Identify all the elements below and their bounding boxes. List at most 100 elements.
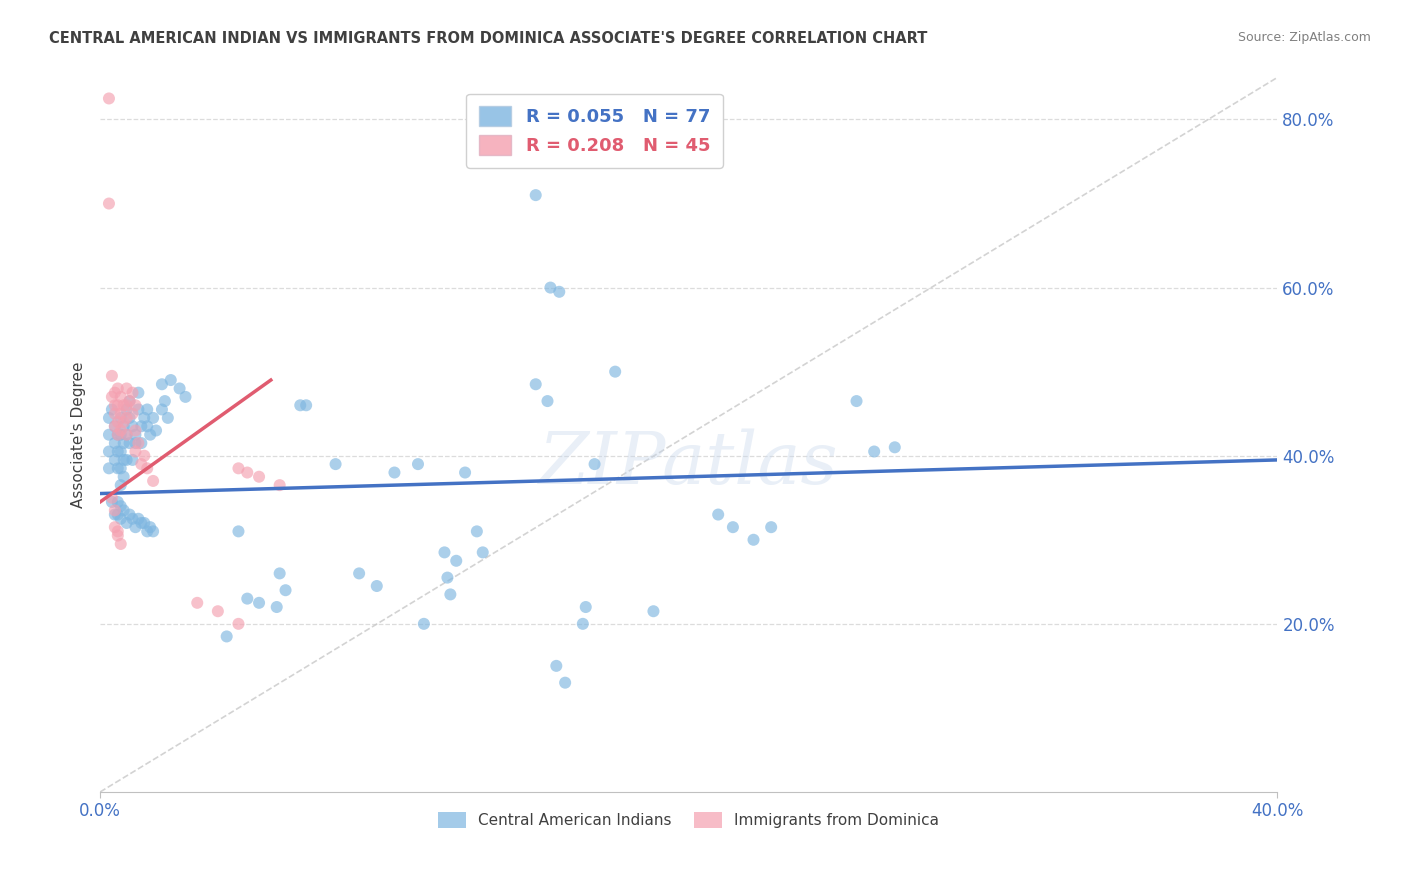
Point bbox=[295, 398, 318, 412]
Point bbox=[136, 524, 159, 539]
Point bbox=[110, 444, 132, 458]
Point bbox=[236, 466, 259, 480]
Point bbox=[131, 436, 153, 450]
Point bbox=[384, 466, 406, 480]
Point bbox=[107, 444, 129, 458]
Point bbox=[107, 398, 129, 412]
Point bbox=[236, 591, 259, 606]
Point bbox=[643, 604, 665, 618]
Point bbox=[97, 461, 120, 475]
Point bbox=[110, 424, 132, 438]
Point bbox=[439, 587, 461, 601]
Point bbox=[107, 415, 129, 429]
Point bbox=[112, 419, 135, 434]
Point bbox=[121, 385, 143, 400]
Point bbox=[112, 436, 135, 450]
Point bbox=[142, 524, 165, 539]
Point bbox=[115, 427, 138, 442]
Point bbox=[104, 508, 127, 522]
Point bbox=[112, 398, 135, 412]
Point bbox=[110, 410, 132, 425]
Point bbox=[104, 453, 127, 467]
Point bbox=[110, 390, 132, 404]
Point bbox=[742, 533, 765, 547]
Point bbox=[366, 579, 388, 593]
Point bbox=[124, 398, 146, 412]
Point bbox=[121, 419, 143, 434]
Point bbox=[118, 394, 141, 409]
Point bbox=[115, 410, 138, 425]
Point bbox=[104, 419, 127, 434]
Point bbox=[156, 410, 179, 425]
Point bbox=[142, 474, 165, 488]
Point bbox=[97, 410, 120, 425]
Point bbox=[575, 600, 598, 615]
Point bbox=[127, 402, 149, 417]
Point bbox=[124, 427, 146, 442]
Point bbox=[131, 457, 153, 471]
Point bbox=[433, 545, 456, 559]
Point bbox=[124, 520, 146, 534]
Point bbox=[115, 427, 138, 442]
Point bbox=[115, 516, 138, 530]
Point bbox=[228, 524, 250, 539]
Point bbox=[107, 495, 129, 509]
Point bbox=[139, 427, 162, 442]
Point bbox=[436, 571, 458, 585]
Point bbox=[863, 444, 886, 458]
Point bbox=[228, 461, 250, 475]
Point bbox=[104, 419, 127, 434]
Text: CENTRAL AMERICAN INDIAN VS IMMIGRANTS FROM DOMINICA ASSOCIATE'S DEGREE CORRELATI: CENTRAL AMERICAN INDIAN VS IMMIGRANTS FR… bbox=[49, 31, 928, 46]
Point bbox=[97, 91, 120, 105]
Point bbox=[115, 398, 138, 412]
Point bbox=[112, 469, 135, 483]
Point bbox=[325, 457, 347, 471]
Point bbox=[101, 495, 124, 509]
Point bbox=[139, 520, 162, 534]
Point bbox=[101, 402, 124, 417]
Point bbox=[110, 512, 132, 526]
Point bbox=[759, 520, 782, 534]
Point bbox=[107, 427, 129, 442]
Point bbox=[107, 524, 129, 539]
Point bbox=[142, 410, 165, 425]
Point bbox=[215, 630, 238, 644]
Point bbox=[347, 566, 370, 581]
Point bbox=[107, 508, 129, 522]
Point bbox=[605, 365, 627, 379]
Text: Source: ZipAtlas.com: Source: ZipAtlas.com bbox=[1237, 31, 1371, 45]
Point bbox=[446, 554, 468, 568]
Point bbox=[134, 516, 156, 530]
Point bbox=[101, 368, 124, 383]
Point bbox=[118, 394, 141, 409]
Point bbox=[112, 415, 135, 429]
Point bbox=[845, 394, 868, 409]
Point bbox=[110, 407, 132, 421]
Point bbox=[107, 461, 129, 475]
Point bbox=[110, 478, 132, 492]
Point bbox=[274, 583, 297, 598]
Point bbox=[524, 377, 547, 392]
Point bbox=[97, 196, 120, 211]
Point bbox=[136, 461, 159, 475]
Point bbox=[153, 394, 176, 409]
Point bbox=[104, 407, 127, 421]
Point bbox=[247, 596, 270, 610]
Point bbox=[131, 419, 153, 434]
Point bbox=[707, 508, 730, 522]
Point bbox=[228, 616, 250, 631]
Point bbox=[127, 385, 149, 400]
Point bbox=[134, 410, 156, 425]
Point bbox=[115, 402, 138, 417]
Point bbox=[118, 410, 141, 425]
Point bbox=[524, 188, 547, 202]
Point bbox=[269, 478, 291, 492]
Point bbox=[412, 616, 434, 631]
Point bbox=[110, 427, 132, 442]
Point bbox=[110, 461, 132, 475]
Point bbox=[269, 566, 291, 581]
Point bbox=[118, 436, 141, 450]
Point bbox=[112, 503, 135, 517]
Point bbox=[124, 444, 146, 458]
Point bbox=[290, 398, 312, 412]
